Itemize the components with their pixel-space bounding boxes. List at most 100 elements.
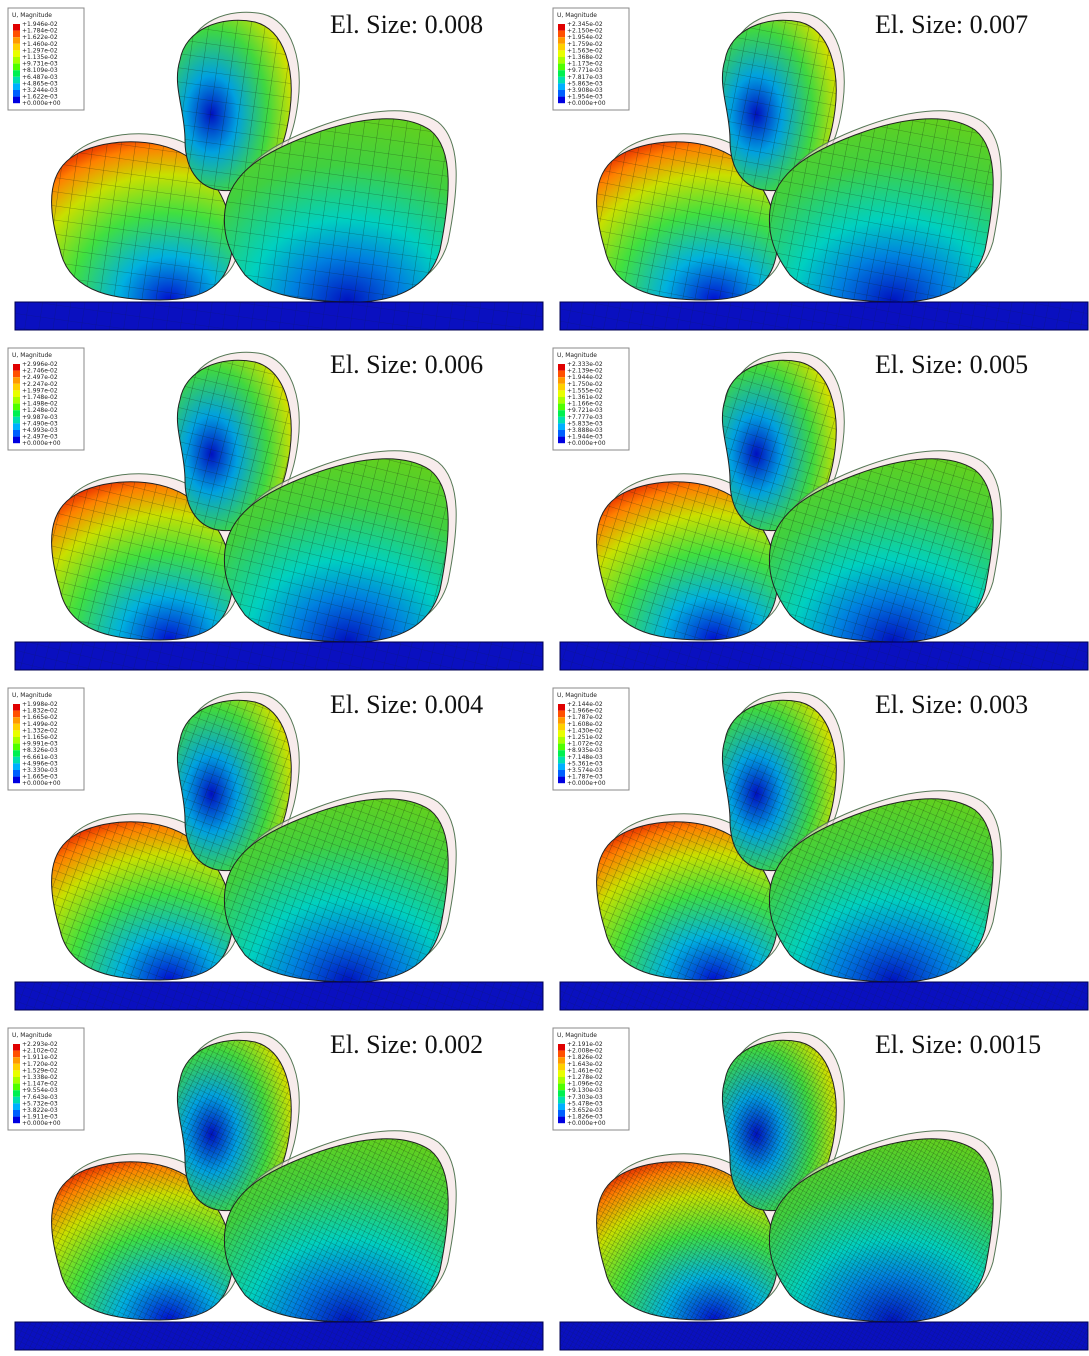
- legend-swatch: [558, 90, 565, 97]
- legend: U, Magnitude+2.996e-02+2.746e-02+2.497e-…: [8, 348, 84, 450]
- legend-swatch: [13, 410, 20, 417]
- base-mesh: [15, 302, 543, 330]
- legend-swatch: [558, 750, 565, 757]
- panel-title: El. Size: 0.008: [330, 10, 483, 39]
- legend-swatch: [558, 437, 565, 444]
- legend-swatch: [558, 417, 565, 424]
- legend-label: +0.000e+00: [567, 440, 606, 447]
- legend-swatch: [13, 1117, 20, 1124]
- legend-swatch: [558, 1110, 565, 1117]
- legend-swatch: [13, 364, 20, 371]
- legend: U, Magnitude+1.946e-02+1.784e-02+1.622e-…: [8, 8, 84, 110]
- panel-title: El. Size: 0.0015: [875, 1030, 1041, 1059]
- legend-swatch: [13, 31, 20, 38]
- legend-swatch: [558, 57, 565, 64]
- legend-swatch: [13, 83, 20, 90]
- legend-swatch: [558, 70, 565, 77]
- legend-swatch: [558, 377, 565, 384]
- legend-swatch: [13, 417, 20, 424]
- legend-swatch: [558, 64, 565, 71]
- legend-swatch: [13, 750, 20, 757]
- legend-swatch: [13, 1044, 20, 1051]
- legend-swatch: [558, 397, 565, 404]
- legend: U, Magnitude+2.293e-02+2.102e-02+1.911e-…: [8, 1028, 84, 1130]
- legend-swatch: [558, 44, 565, 51]
- panel: El. Size: 0.0015 U, Magnitude+2.191e-02+2…: [545, 1020, 1089, 1356]
- legend-swatch: [13, 717, 20, 724]
- legend-title: U, Magnitude: [12, 352, 52, 359]
- legend-label: +0.000e+00: [22, 780, 61, 787]
- legend-swatch: [558, 757, 565, 764]
- legend-swatch: [13, 757, 20, 764]
- legend-title: U, Magnitude: [12, 692, 52, 699]
- legend-swatch: [558, 737, 565, 744]
- legend-swatch: [13, 384, 20, 391]
- legend-swatch: [558, 404, 565, 411]
- panel-title: El. Size: 0.004: [330, 690, 483, 719]
- panel: El. Size: 0.003U, Magnitude+2.144e-02+1.…: [545, 680, 1089, 1019]
- legend-swatch: [558, 717, 565, 724]
- legend-swatch: [13, 1070, 20, 1077]
- legend-swatch: [13, 50, 20, 57]
- legend-swatch: [13, 57, 20, 64]
- legend-swatch: [13, 44, 20, 51]
- legend-swatch: [13, 97, 20, 104]
- legend-swatch: [13, 397, 20, 404]
- legend-swatch: [13, 744, 20, 751]
- legend-swatch: [558, 1044, 565, 1051]
- legend-swatch: [13, 377, 20, 384]
- legend-title: U, Magnitude: [557, 692, 597, 699]
- legend-swatch: [13, 390, 20, 397]
- legend-swatch: [558, 83, 565, 90]
- legend-swatch: [558, 371, 565, 378]
- legend-swatch: [558, 1084, 565, 1091]
- legend-swatch: [558, 1090, 565, 1097]
- legend-swatch: [13, 724, 20, 731]
- legend-title: U, Magnitude: [12, 12, 52, 19]
- base-mesh: [560, 302, 1088, 330]
- legend-label: +0.000e+00: [22, 1120, 61, 1127]
- legend-swatch: [558, 711, 565, 718]
- legend-swatch: [558, 410, 565, 417]
- base-mesh: [560, 642, 1088, 670]
- legend-title: U, Magnitude: [557, 12, 597, 19]
- legend-swatch: [558, 1097, 565, 1104]
- legend-swatch: [13, 37, 20, 44]
- legend-swatch: [558, 423, 565, 430]
- legend-label: +0.000e+00: [567, 100, 606, 107]
- legend-swatch: [558, 724, 565, 731]
- panel: El. Size: 0.005U, Magnitude+2.333e-02+2.…: [545, 340, 1089, 679]
- legend-swatch: [558, 37, 565, 44]
- legend-swatch: [558, 390, 565, 397]
- legend-label: +0.000e+00: [22, 440, 61, 447]
- legend-swatch: [558, 364, 565, 371]
- figure: El. Size: 0.008 U, Magnitude+1.946e-02+1.…: [0, 0, 1089, 1356]
- legend-swatch: [13, 1090, 20, 1097]
- legend-swatch: [13, 770, 20, 777]
- legend-swatch: [13, 423, 20, 430]
- legend-swatch: [13, 737, 20, 744]
- legend-swatch: [13, 777, 20, 784]
- legend-swatch: [558, 384, 565, 391]
- base-mesh: [15, 982, 543, 1010]
- legend-title: U, Magnitude: [557, 352, 597, 359]
- base-mesh: [560, 982, 1088, 1010]
- legend-title: U, Magnitude: [12, 1032, 52, 1039]
- legend-swatch: [558, 770, 565, 777]
- legend-swatch: [13, 763, 20, 770]
- legend-swatch: [13, 1097, 20, 1104]
- legend-swatch: [558, 704, 565, 711]
- legend: U, Magnitude+2.333e-02+2.139e-02+1.944e-…: [553, 348, 629, 450]
- legend: U, Magnitude+2.191e-02+2.008e-02+1.826e-…: [553, 1028, 629, 1130]
- legend-swatch: [558, 1064, 565, 1071]
- base-mesh: [15, 1322, 543, 1350]
- panel-title: El. Size: 0.003: [875, 690, 1028, 719]
- panel-title: El. Size: 0.006: [330, 350, 483, 379]
- legend-swatch: [558, 50, 565, 57]
- legend-swatch: [13, 711, 20, 718]
- panel: El. Size: 0.008 U, Magnitude+1.946e-02+1.…: [0, 0, 544, 339]
- legend-swatch: [558, 31, 565, 38]
- legend-swatch: [558, 1117, 565, 1124]
